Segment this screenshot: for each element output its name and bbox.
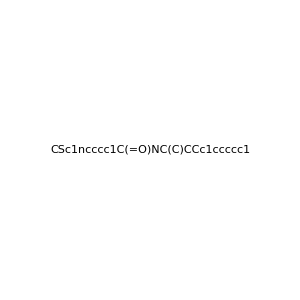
Text: CSc1ncccc1C(=O)NC(C)CCc1ccccc1: CSc1ncccc1C(=O)NC(C)CCc1ccccc1 xyxy=(50,145,250,155)
